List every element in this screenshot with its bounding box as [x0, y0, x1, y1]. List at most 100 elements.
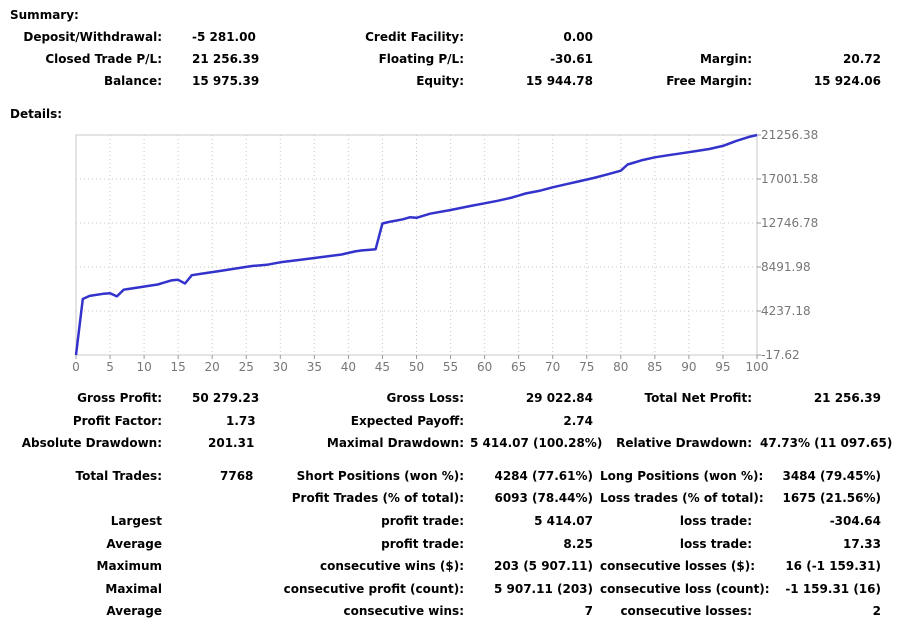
margin-label: Margin: [699, 52, 752, 66]
absolute-drawdown-label: Absolute Drawdown: [21, 436, 162, 450]
x-tick-label: 10 [136, 360, 151, 374]
y-tick-label: 8491.98 [761, 260, 811, 274]
avg-cons-losses-value: 2 [872, 604, 881, 618]
maximal-cons-profit-value: 5 907.11 (203) [493, 582, 593, 596]
expected-payoff-value: 2.74 [563, 414, 593, 428]
largest-profit-value: 5 414.07 [534, 514, 593, 528]
x-tick-label: 30 [273, 360, 288, 374]
loss-trades-value: 1675 (21.56%) [782, 491, 881, 505]
x-tick-label: 20 [205, 360, 220, 374]
x-tick-label: 60 [477, 360, 492, 374]
x-tick-label: 15 [171, 360, 186, 374]
x-tick-label: 5 [106, 360, 114, 374]
chart-grid [76, 135, 757, 355]
x-tick-label: 55 [443, 360, 458, 374]
short-positions-value: 4284 (77.61%) [494, 469, 593, 483]
x-tick-label: 70 [545, 360, 560, 374]
profit-factor-label: Profit Factor: [72, 414, 162, 428]
x-tick-label: 25 [239, 360, 254, 374]
deposit-value: -5 281.00 [192, 30, 256, 44]
avg-cons-losses-label: consecutive losses: [620, 604, 752, 618]
loss-trades-label: Loss trades (% of total): [600, 491, 764, 505]
average2-label: Average [106, 604, 162, 618]
avg-cons-wins-label: consecutive wins: [343, 604, 464, 618]
gross-loss-value: 29 022.84 [525, 391, 593, 405]
x-tick-label: 40 [341, 360, 356, 374]
largest-loss-value: -304.64 [829, 514, 881, 528]
y-axis-ticks: 21256.38 17001.58 12746.78 8491.98 4237.18 -1… [757, 128, 818, 362]
total-trades-value: 7768 [220, 469, 254, 483]
x-tick-label: 50 [409, 360, 424, 374]
x-axis-ticks: 0 5 10 15 20 25 30 35 40 45 50 55 60 65 70 75 80 85 90 95 10… [72, 355, 768, 374]
profit-trades-label: Profit Trades (% of total): [291, 491, 464, 505]
max-cons-wins-value: 203 (5 907.11) [493, 559, 593, 573]
deposit-label: Deposit/Withdrawal: [23, 30, 162, 44]
maximum-label: Maximum [96, 559, 162, 573]
total-net-profit-value: 21 256.39 [813, 391, 881, 405]
maximal-cons-profit-label: consecutive profit (count): [283, 582, 464, 596]
credit-label: Credit Facility: [365, 30, 464, 44]
maximal-cons-loss-value: -1 159.31 (16) [785, 582, 881, 596]
equity-value: 15 944.78 [525, 74, 593, 88]
floating-pl-label: Floating P/L: [378, 52, 464, 66]
balance-label: Balance: [103, 74, 162, 88]
relative-drawdown-value: 47.73% (11 097.65) [760, 436, 893, 450]
short-positions-label: Short Positions (won %): [296, 469, 464, 483]
maximal-cons-loss-label: consecutive loss (count): [600, 582, 770, 596]
free-margin-value: 15 924.06 [813, 74, 881, 88]
average-profit-label: profit trade: [381, 537, 464, 551]
x-tick-label: 0 [72, 360, 80, 374]
free-margin-label: Free Margin: [666, 74, 752, 88]
x-tick-label: 80 [613, 360, 628, 374]
x-tick-label: 35 [307, 360, 322, 374]
average-label: Average [106, 537, 162, 551]
gross-loss-label: Gross Loss: [386, 391, 464, 405]
largest-loss-label: loss trade: [679, 514, 752, 528]
largest-label: Largest [110, 514, 162, 528]
max-cons-wins-label: consecutive wins ($): [319, 559, 464, 573]
long-positions-label: Long Positions (won %): [600, 469, 764, 483]
absolute-drawdown-value: 201.31 [208, 436, 255, 450]
x-tick-label: 90 [681, 360, 696, 374]
average-loss-value: 17.33 [843, 537, 881, 551]
profit-trades-value: 6093 (78.44%) [494, 491, 593, 505]
x-tick-label: 65 [511, 360, 526, 374]
x-tick-label: 95 [715, 360, 730, 374]
margin-value: 20.72 [843, 52, 881, 66]
average-loss-label: loss trade: [679, 537, 752, 551]
y-tick-label: -17.62 [761, 348, 800, 362]
avg-cons-wins-value: 7 [584, 604, 593, 618]
x-tick-label: 75 [579, 360, 594, 374]
relative-drawdown-label: Relative Drawdown: [616, 436, 752, 450]
gross-profit-value: 50 279.23 [192, 391, 260, 405]
balance-line [74, 133, 758, 356]
closed-pl-label: Closed Trade P/L: [45, 52, 162, 66]
average-profit-value: 8.25 [563, 537, 593, 551]
x-tick-label: 100 [746, 360, 769, 374]
expected-payoff-label: Expected Payoff: [350, 414, 464, 428]
credit-value: 0.00 [563, 30, 593, 44]
y-tick-label: 21256.38 [761, 128, 818, 142]
maximal-label: Maximal [105, 582, 162, 596]
x-tick-label: 85 [647, 360, 662, 374]
max-cons-losses-label: consecutive losses ($): [600, 559, 756, 573]
balance-chart: 21256.38 17001.58 12746.78 8491.98 4237.18 -1… [72, 128, 818, 374]
profit-factor-value: 1.73 [226, 414, 256, 428]
balance-value: 15 975.39 [192, 74, 260, 88]
y-tick-label: 12746.78 [761, 216, 818, 230]
max-cons-losses-value: 16 (-1 159.31) [785, 559, 881, 573]
total-trades-label: Total Trades: [75, 469, 162, 483]
gross-profit-label: Gross Profit: [77, 391, 162, 405]
maximal-drawdown-label: Maximal Drawdown: [326, 436, 464, 450]
largest-profit-label: profit trade: [381, 514, 464, 528]
y-tick-label: 4237.18 [761, 304, 811, 318]
x-tick-label: 45 [375, 360, 390, 374]
total-net-profit-label: Total Net Profit: [644, 391, 752, 405]
summary-title: Summary: [10, 8, 79, 22]
equity-label: Equity: [416, 74, 464, 88]
y-tick-label: 17001.58 [761, 172, 818, 186]
floating-pl-value: -30.61 [550, 52, 593, 66]
closed-pl-value: 21 256.39 [192, 52, 260, 66]
details-title: Details: [10, 107, 63, 121]
maximal-drawdown-value: 5 414.07 (100.28%) [470, 436, 603, 450]
